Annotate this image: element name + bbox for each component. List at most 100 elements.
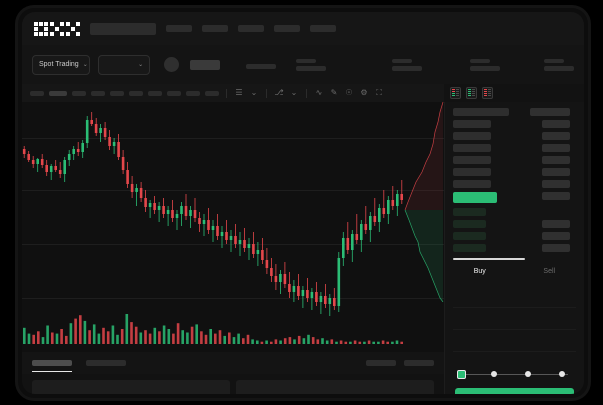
timeframe-1[interactable] [30, 90, 44, 96]
chart-type-icon[interactable]: ⎇ [274, 88, 284, 97]
stat-1-value [246, 63, 276, 69]
timeframe-4[interactable] [91, 90, 105, 96]
tab-order-history[interactable] [86, 360, 126, 366]
timeframe-2[interactable] [49, 90, 67, 96]
tab-sell[interactable]: Sell [543, 268, 556, 275]
percent-stop-75[interactable] [559, 371, 565, 377]
nav-item-4[interactable] [274, 25, 300, 32]
book-qty-1 [530, 108, 570, 116]
book-qty-4 [542, 144, 570, 152]
stat-4-label [470, 58, 490, 63]
order-field-amount[interactable] [453, 308, 576, 330]
timeframe-9[interactable] [186, 90, 200, 96]
depth-chart [404, 102, 444, 302]
nav-item-2[interactable] [202, 25, 228, 32]
nav-item-3[interactable] [238, 25, 264, 32]
book-qty-3 [542, 132, 570, 140]
mode-dropdown[interactable]: Spot Trading ⌄ [32, 54, 90, 75]
stat-5 [544, 58, 574, 71]
stat-5-value [544, 65, 574, 71]
bottom-tabs [22, 352, 444, 374]
order-field-total[interactable] [453, 330, 576, 352]
order-form-rows [453, 286, 576, 352]
book-row-ask-4[interactable] [453, 144, 491, 152]
percent-slider[interactable] [457, 370, 572, 380]
order-book-rows[interactable] [445, 106, 584, 254]
timeframe-5[interactable] [110, 90, 124, 96]
book-layout-bids-icon[interactable] [466, 87, 477, 99]
book-divider [453, 258, 525, 260]
chevron-down-icon[interactable]: ⌄ [250, 88, 258, 97]
percent-slider-track [461, 374, 568, 375]
timeframe-8[interactable] [167, 90, 181, 96]
book-layout-icons [450, 84, 493, 102]
okx-logo-x [66, 21, 80, 36]
top-nav [22, 12, 584, 45]
chevron-down-2-icon[interactable]: ⌄ [290, 88, 298, 97]
timeframe-6[interactable] [129, 90, 143, 96]
book-row-ask-6[interactable] [453, 168, 491, 176]
book-icon-col-right-2 [472, 89, 475, 97]
book-row-ask-1[interactable] [453, 108, 509, 116]
okx-logo-o [34, 21, 48, 36]
book-row-mid-price[interactable] [453, 192, 497, 203]
book-row-ask-5[interactable] [453, 156, 491, 164]
bottom-action-2[interactable] [404, 360, 434, 366]
bottom-content [22, 380, 444, 394]
tab-buy[interactable]: Buy [473, 268, 486, 275]
timeframe-3[interactable] [72, 90, 86, 96]
search-input[interactable] [90, 22, 156, 35]
book-row-bid-1[interactable] [453, 208, 486, 216]
bottom-card-1[interactable] [32, 380, 230, 394]
gridline-4 [22, 298, 444, 299]
tab-open-orders[interactable] [32, 360, 72, 372]
bottom-action-1[interactable] [366, 360, 396, 366]
book-qty-11 [542, 244, 570, 252]
buy-sell-tabs: Buy Sell [445, 262, 584, 282]
book-layout-both-icon[interactable] [450, 87, 461, 99]
bottom-card-2[interactable] [236, 380, 434, 394]
settings-icon[interactable]: ⚙ [360, 88, 368, 97]
book-qty-2 [542, 120, 570, 128]
timeframe-7[interactable] [148, 90, 162, 96]
tab-order-history-label [86, 360, 126, 366]
stat-2-label [296, 58, 316, 63]
indicator-icon[interactable]: ☰ [235, 88, 243, 97]
pair-dropdown[interactable]: ⌄ [98, 54, 151, 75]
pair-name [190, 59, 220, 70]
book-icon-col-left [452, 89, 455, 97]
okx-logo[interactable] [34, 21, 80, 36]
book-row-bid-3[interactable] [453, 232, 486, 240]
book-row-bid-2[interactable] [453, 220, 486, 228]
toolbar-divider-3 [306, 88, 307, 98]
book-qty-10 [542, 232, 570, 240]
toolbar-divider-2 [266, 88, 267, 98]
book-row-bid-4[interactable] [453, 244, 486, 252]
book-icon-col-left-3 [484, 89, 487, 97]
sub-header: Spot Trading ⌄ ⌄ [22, 45, 584, 84]
pencil-icon[interactable]: ✎ [330, 88, 338, 97]
stat-3 [392, 58, 422, 71]
order-field-price[interactable] [453, 286, 576, 308]
pair-avatar [164, 57, 180, 72]
percent-slider-handle[interactable] [457, 370, 466, 379]
percent-stop-25[interactable] [491, 371, 497, 377]
book-row-ask-7[interactable] [453, 180, 491, 188]
book-row-ask-2[interactable] [453, 120, 491, 128]
fullscreen-icon[interactable]: ⛶ [376, 88, 382, 97]
app-screen: Spot Trading ⌄ ⌄ [22, 12, 584, 394]
nav-item-5[interactable] [310, 25, 336, 32]
stat-2-value [296, 65, 326, 71]
mode-dropdown-label: Spot Trading [39, 61, 79, 68]
price-chart[interactable] [22, 102, 444, 352]
book-row-ask-3[interactable] [453, 132, 491, 140]
book-qty-9 [542, 220, 570, 228]
book-layout-asks-icon[interactable] [482, 87, 493, 99]
percent-stop-50[interactable] [525, 371, 531, 377]
book-qty-8 [542, 192, 570, 200]
camera-icon[interactable]: ☉ [345, 88, 353, 97]
timeframe-10[interactable] [205, 90, 219, 96]
submit-buy-button[interactable] [455, 388, 574, 394]
line-chart-icon[interactable]: ∿ [315, 88, 323, 97]
nav-item-1[interactable] [166, 25, 192, 32]
